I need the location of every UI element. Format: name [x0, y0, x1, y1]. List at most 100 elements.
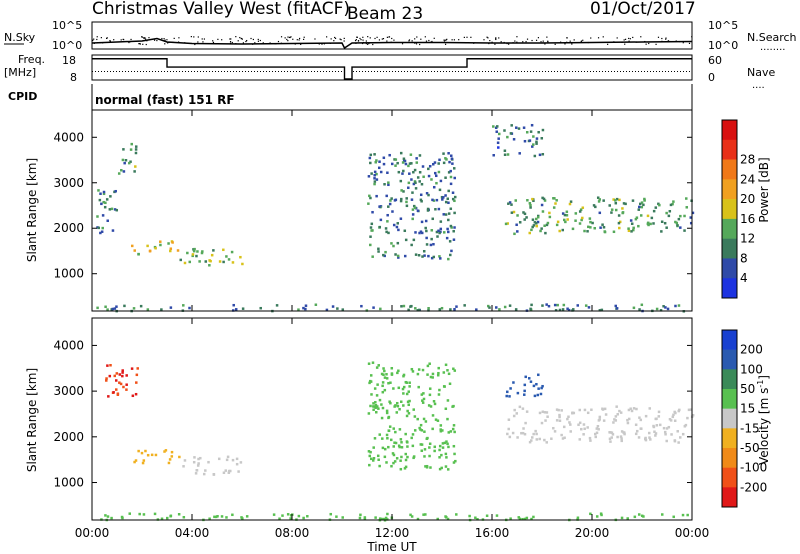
x-axis-ticks: 00:00 04:00 08:00 12:00 16:00 20:00 00:00 — [75, 110, 709, 540]
noise-point — [424, 36, 426, 38]
scatter-cell — [374, 160, 377, 164]
scatter-cell — [396, 371, 399, 375]
nave-point — [542, 71, 543, 72]
scatter-cell — [495, 130, 498, 133]
scatter-cell — [434, 174, 438, 178]
noise-point — [333, 40, 335, 42]
scatter-cell — [669, 419, 673, 422]
scatter-cell — [672, 413, 675, 417]
scatter-cell — [419, 193, 423, 197]
nave-point — [509, 71, 510, 72]
scatter-cell — [630, 222, 634, 225]
scatter-cell — [444, 452, 448, 456]
scatter-cell — [111, 307, 115, 311]
velocity-ytick-label: 1000 — [53, 476, 84, 490]
scatter-cell — [393, 441, 396, 444]
scatter-cell — [563, 218, 566, 222]
scatter-cell — [179, 258, 183, 262]
scatter-cell — [170, 455, 174, 458]
scatter-cell — [388, 400, 391, 403]
nave-point — [398, 71, 399, 72]
scatter-cell — [388, 425, 392, 428]
noise-point — [542, 40, 544, 42]
noise-point — [391, 37, 393, 40]
scatter-cell — [115, 388, 118, 391]
scatter-cell — [443, 441, 447, 445]
scatter-cell — [666, 307, 670, 311]
scatter-cell — [369, 457, 373, 461]
scatter-cell — [209, 259, 212, 263]
noise-point — [156, 39, 158, 42]
scatter-cell — [167, 461, 171, 465]
freq-panel-frame — [91, 54, 693, 81]
nave-point — [137, 71, 138, 72]
scatter-cell — [378, 160, 381, 163]
scatter-cell — [452, 461, 456, 464]
nave-point — [311, 71, 312, 72]
scatter-cell — [368, 454, 372, 458]
scatter-cell — [509, 517, 512, 520]
scatter-cell — [626, 517, 629, 520]
scatter-cell — [417, 368, 421, 371]
noise-point — [655, 43, 657, 45]
scatter-cell — [446, 442, 449, 446]
scatter-cell — [426, 364, 430, 368]
scatter-cell — [507, 202, 510, 205]
scatter-cell — [404, 162, 408, 166]
scatter-cell — [386, 518, 389, 521]
scatter-cell — [602, 419, 606, 422]
scatter-cell — [449, 253, 452, 257]
noise-point — [428, 39, 430, 42]
noise-point — [624, 43, 626, 45]
nave-point — [671, 71, 672, 72]
scatter-cell — [222, 248, 225, 252]
scatter-cell — [412, 204, 416, 208]
nave-point — [254, 71, 255, 72]
scatter-cell — [429, 375, 433, 379]
scatter-cell — [452, 238, 456, 241]
scatter-cell — [134, 148, 138, 151]
scatter-cell — [653, 430, 656, 433]
nave-point — [689, 71, 690, 72]
scatter-cell — [529, 307, 532, 311]
scatter-cell — [610, 436, 613, 439]
nave-point — [590, 71, 591, 72]
scatter-cell — [439, 257, 442, 260]
scatter-cell — [614, 304, 617, 308]
scatter-cell — [439, 428, 442, 431]
scatter-cell — [103, 205, 107, 209]
scatter-cell — [621, 211, 625, 214]
scatter-cell — [410, 436, 413, 440]
scatter-cell — [427, 193, 430, 197]
nave-point — [584, 71, 585, 72]
scatter-cell — [110, 516, 113, 520]
scatter-cell — [182, 304, 185, 307]
scatter-cell — [373, 437, 377, 440]
scatter-cell — [427, 174, 431, 178]
scatter-cell — [376, 454, 380, 458]
scatter-cell — [370, 229, 373, 232]
scatter-cell — [449, 169, 452, 173]
noise-ytick-bottom: 10^0 — [52, 39, 82, 52]
scatter-cell — [447, 431, 451, 434]
scatter-cell — [514, 308, 518, 311]
scatter-cell — [374, 401, 377, 404]
scatter-cell — [385, 194, 388, 198]
scatter-cell — [104, 514, 107, 517]
nave-point — [116, 71, 117, 72]
noise-point — [92, 39, 94, 41]
scatter-cell — [395, 457, 399, 460]
noise-point — [354, 39, 357, 42]
scatter-cell — [135, 381, 138, 384]
noise-point — [93, 42, 95, 44]
scatter-cell — [441, 198, 444, 201]
noise-line — [91, 37, 693, 50]
scatter-cell — [627, 417, 631, 421]
scatter-cell — [548, 211, 551, 215]
scatter-cell — [372, 306, 375, 309]
scatter-cell — [410, 162, 413, 165]
scatter-cell — [523, 383, 527, 387]
nave-point — [344, 71, 345, 72]
scatter-cell — [438, 158, 441, 162]
nave-point — [101, 71, 102, 72]
